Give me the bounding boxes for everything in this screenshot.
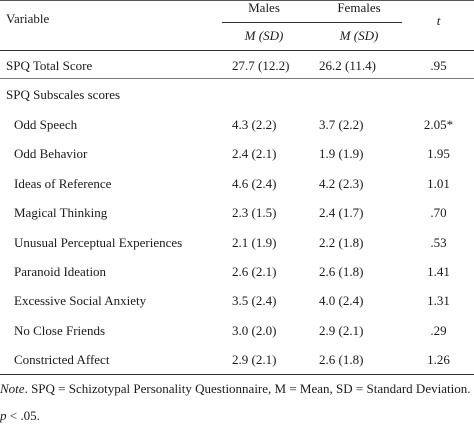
row-males: 2.4 (2.1) bbox=[232, 146, 277, 161]
row-label: Magical Thinking bbox=[14, 205, 108, 220]
row-males: 4.3 (2.2) bbox=[232, 117, 277, 132]
row-label: Odd Speech bbox=[14, 117, 78, 132]
row-label: Unusual Perceptual Experiences bbox=[14, 235, 183, 250]
note-p: p bbox=[0, 408, 7, 423]
row-males: 2.6 (2.1) bbox=[232, 264, 277, 279]
row-t: 1.01 bbox=[427, 176, 450, 191]
row-label: No Close Friends bbox=[14, 323, 105, 338]
row-females: 2.6 (1.8) bbox=[319, 352, 364, 367]
total-row-females: 26.2 (11.4) bbox=[319, 58, 376, 73]
row-females: 3.7 (2.2) bbox=[319, 117, 364, 132]
table-note: Note. SPQ = Schizotypal Personality Ques… bbox=[0, 381, 474, 397]
row-t: 1.95 bbox=[427, 146, 450, 161]
row-label: Ideas of Reference bbox=[14, 176, 112, 191]
total-row-label: SPQ Total Score bbox=[6, 58, 93, 73]
header-males-msd: M (SD) bbox=[244, 28, 284, 43]
row-males: 2.9 (2.1) bbox=[232, 352, 277, 367]
table-note-line2: p < .05. bbox=[0, 408, 40, 424]
note-p-rest: < .05. bbox=[6, 408, 40, 423]
row-label: Odd Behavior bbox=[14, 146, 88, 161]
row-females: 2.2 (1.8) bbox=[319, 235, 364, 250]
row-females: 4.0 (2.4) bbox=[319, 293, 364, 308]
row-females: 2.4 (1.7) bbox=[319, 205, 364, 220]
header-females: Females bbox=[337, 0, 381, 15]
header-t: t bbox=[436, 13, 441, 28]
total-row-rule bbox=[0, 78, 474, 79]
row-label: Excessive Social Anxiety bbox=[14, 293, 147, 308]
header-males: Males bbox=[248, 0, 280, 15]
row-t: 1.26 bbox=[427, 352, 450, 367]
row-t: .53 bbox=[430, 235, 447, 250]
total-row-males: 27.7 (12.2) bbox=[232, 58, 290, 73]
row-label: Constricted Affect bbox=[14, 352, 110, 367]
note-prefix: Note bbox=[0, 381, 25, 396]
row-females: 2.9 (2.1) bbox=[319, 323, 364, 338]
row-males: 4.6 (2.4) bbox=[232, 176, 277, 191]
row-males: 3.0 (2.0) bbox=[232, 323, 277, 338]
row-females: 1.9 (1.9) bbox=[319, 146, 364, 161]
row-males: 3.5 (2.4) bbox=[232, 293, 277, 308]
row-females: 4.2 (2.3) bbox=[319, 176, 364, 191]
row-males: 2.1 (1.9) bbox=[232, 235, 277, 250]
row-males: 2.3 (1.5) bbox=[232, 205, 277, 220]
total-row-t: .95 bbox=[430, 58, 447, 73]
header-bottom-rule bbox=[0, 50, 474, 51]
header-variable: Variable bbox=[6, 11, 50, 26]
row-t: .70 bbox=[430, 205, 447, 220]
header-females-msd: M (SD) bbox=[339, 28, 379, 43]
row-t: 2.05* bbox=[423, 117, 454, 132]
row-females: 2.6 (1.8) bbox=[319, 264, 364, 279]
table-top-rule bbox=[0, 0, 474, 1]
table-bottom-rule bbox=[0, 374, 474, 375]
row-t: 1.41 bbox=[427, 264, 450, 279]
row-t: 1.31 bbox=[427, 293, 450, 308]
note-text: . SPQ = Schizotypal Personality Question… bbox=[24, 381, 474, 396]
subscales-heading: SPQ Subscales scores bbox=[6, 87, 121, 102]
row-label: Paranoid Ideation bbox=[14, 264, 107, 279]
header-group-rule bbox=[222, 22, 402, 23]
row-t: .29 bbox=[430, 323, 447, 338]
